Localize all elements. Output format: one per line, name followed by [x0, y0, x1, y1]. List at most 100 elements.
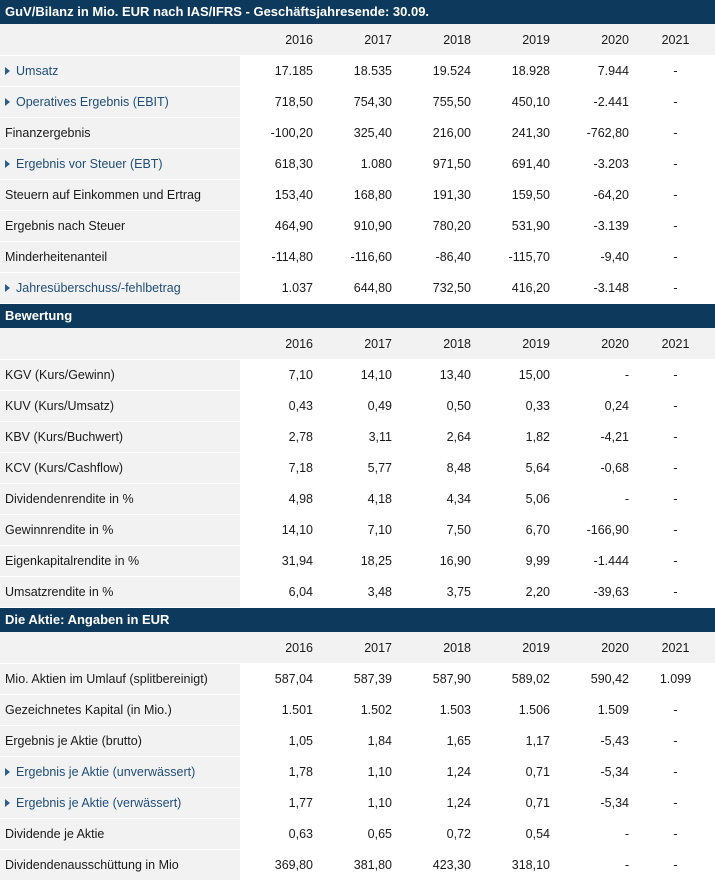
table-row[interactable]: Operatives Ergebnis (EBIT) 718,50 754,30 75… — [0, 86, 715, 118]
table-row: Mio. Aktien im Umlauf (splitbereinigt) 58… — [0, 663, 715, 695]
value-cell: 754,30 — [320, 86, 399, 118]
value-cell: - — [636, 545, 715, 577]
value-cell: -5,43 — [557, 725, 636, 757]
value-cell: 241,30 — [478, 117, 557, 149]
year-header-row: 2016 2017 2018 2019 2020 2021 — [0, 632, 715, 664]
value-cell: 587,04 — [240, 663, 320, 695]
value-cell: 0,24 — [557, 390, 636, 422]
value-cell: -100,20 — [240, 117, 320, 149]
row-label-cell: Gezeichnetes Kapital (in Mio.) — [0, 694, 240, 726]
row-label-link[interactable]: Jahresüberschuss/-fehlbetrag — [16, 281, 181, 295]
row-label-cell[interactable]: Operatives Ergebnis (EBIT) — [0, 86, 240, 118]
row-label-cell[interactable]: Jahresüberschuss/-fehlbetrag — [0, 272, 240, 304]
row-label-link[interactable]: Ergebnis je Aktie (verwässert) — [16, 796, 182, 810]
table-row[interactable]: Ergebnis vor Steuer (EBT) 618,30 1.080 971,… — [0, 148, 715, 180]
value-cell: - — [636, 694, 715, 726]
table-row[interactable]: Jahresüberschuss/-fehlbetrag 1.037 644,80 7… — [0, 272, 715, 304]
value-cell: 587,39 — [320, 663, 399, 695]
value-cell: 3,11 — [320, 421, 399, 453]
value-cell: 8,48 — [399, 452, 478, 484]
year-header: 2017 — [320, 632, 399, 664]
table-row[interactable]: Umsatz 17.185 18.535 19.524 18.928 7.944- — [0, 55, 715, 87]
value-cell: 13,40 — [399, 359, 478, 391]
row-label: Mio. Aktien im Umlauf (splitbereinigt) — [5, 672, 208, 686]
value-cell: 16,90 — [399, 545, 478, 577]
table-row: KUV (Kurs/Umsatz) 0,43 0,49 0,50 0,33 0,24- — [0, 390, 715, 422]
row-label-cell: KCV (Kurs/Cashflow) — [0, 452, 240, 484]
value-cell: - — [636, 390, 715, 422]
row-label-link[interactable]: Umsatz — [16, 64, 59, 78]
value-cell: 31,94 — [240, 545, 320, 577]
row-label: Eigenkapitalrendite in % — [5, 554, 140, 568]
value-cell: - — [636, 272, 715, 304]
row-label-cell: Ergebnis nach Steuer — [0, 210, 240, 242]
value-cell: 1,78 — [240, 756, 320, 788]
row-label-cell[interactable]: Umsatz — [0, 55, 240, 87]
value-cell: 587,90 — [399, 663, 478, 695]
year-header: 2021 — [636, 632, 715, 664]
value-cell: - — [636, 514, 715, 546]
row-label-link[interactable]: Ergebnis vor Steuer (EBT) — [16, 157, 163, 171]
year-header: 2016 — [240, 632, 320, 664]
expand-arrow-icon[interactable] — [5, 768, 10, 776]
value-cell: 1,24 — [399, 787, 478, 819]
value-cell: 0,50 — [399, 390, 478, 422]
value-cell: 4,18 — [320, 483, 399, 515]
row-label-cell[interactable]: Ergebnis je Aktie (verwässert) — [0, 787, 240, 819]
value-cell: 644,80 — [320, 272, 399, 304]
value-cell: 1.509 — [557, 694, 636, 726]
table-row: Umsatzrendite in % 6,04 3,48 3,75 2,20 -39,63… — [0, 576, 715, 608]
expand-arrow-icon[interactable] — [5, 98, 10, 106]
row-label: Ergebnis je Aktie (brutto) — [5, 734, 142, 748]
year-header: 2021 — [636, 328, 715, 360]
expand-arrow-icon[interactable] — [5, 67, 10, 75]
value-cell: - — [636, 483, 715, 515]
row-label: Dividendenausschüttung in Mio — [5, 858, 179, 872]
value-cell: 0,54 — [478, 818, 557, 850]
value-cell: 15,00 — [478, 359, 557, 391]
expand-arrow-icon[interactable] — [5, 160, 10, 168]
value-cell: - — [636, 117, 715, 149]
value-cell: - — [557, 483, 636, 515]
table-row: Gezeichnetes Kapital (in Mio.) 1.501 1.502… — [0, 694, 715, 726]
header-label-cell — [0, 24, 240, 56]
expand-arrow-icon[interactable] — [5, 799, 10, 807]
row-label: KBV (Kurs/Buchwert) — [5, 430, 124, 444]
year-header: 2019 — [478, 328, 557, 360]
value-cell: 0,65 — [320, 818, 399, 850]
table-row[interactable]: Ergebnis je Aktie (unverwässert) 1,78 1,10… — [0, 756, 715, 788]
expand-arrow-icon[interactable] — [5, 284, 10, 292]
value-cell: 168,80 — [320, 179, 399, 211]
row-label-cell: KGV (Kurs/Gewinn) — [0, 359, 240, 391]
value-cell: 159,50 — [478, 179, 557, 211]
row-label-link[interactable]: Ergebnis je Aktie (unverwässert) — [16, 765, 196, 779]
value-cell: 6,70 — [478, 514, 557, 546]
row-label-cell: Dividendenausschüttung in Mio — [0, 849, 240, 881]
year-header-row: 2016 2017 2018 2019 2020 2021 — [0, 24, 715, 56]
value-cell: -762,80 — [557, 117, 636, 149]
year-header: 2018 — [399, 24, 478, 56]
row-label-cell: Ergebnis je Aktie (brutto) — [0, 725, 240, 757]
value-cell: 732,50 — [399, 272, 478, 304]
value-cell: - — [636, 421, 715, 453]
table-row: Finanzergebnis -100,20 325,40 216,00 241,30-… — [0, 117, 715, 149]
value-cell: 18.535 — [320, 55, 399, 87]
row-label-cell: Finanzergebnis — [0, 117, 240, 149]
value-cell: -64,20 — [557, 179, 636, 211]
value-cell: -115,70 — [478, 241, 557, 273]
value-cell: -1.444 — [557, 545, 636, 577]
value-cell: -4,21 — [557, 421, 636, 453]
year-header: 2020 — [557, 328, 636, 360]
value-cell: - — [636, 179, 715, 211]
value-cell: 17.185 — [240, 55, 320, 87]
row-label-cell[interactable]: Ergebnis je Aktie (unverwässert) — [0, 756, 240, 788]
row-label-cell[interactable]: Ergebnis vor Steuer (EBT) — [0, 148, 240, 180]
row-label: Gezeichnetes Kapital (in Mio.) — [5, 703, 172, 717]
row-label-link[interactable]: Operatives Ergebnis (EBIT) — [16, 95, 169, 109]
section-title: Bewertung — [0, 304, 715, 328]
value-cell: - — [636, 787, 715, 819]
value-cell: 3,75 — [399, 576, 478, 608]
header-label-cell — [0, 632, 240, 664]
year-header: 2019 — [478, 24, 557, 56]
table-row[interactable]: Ergebnis je Aktie (verwässert) 1,77 1,10 1,… — [0, 787, 715, 819]
